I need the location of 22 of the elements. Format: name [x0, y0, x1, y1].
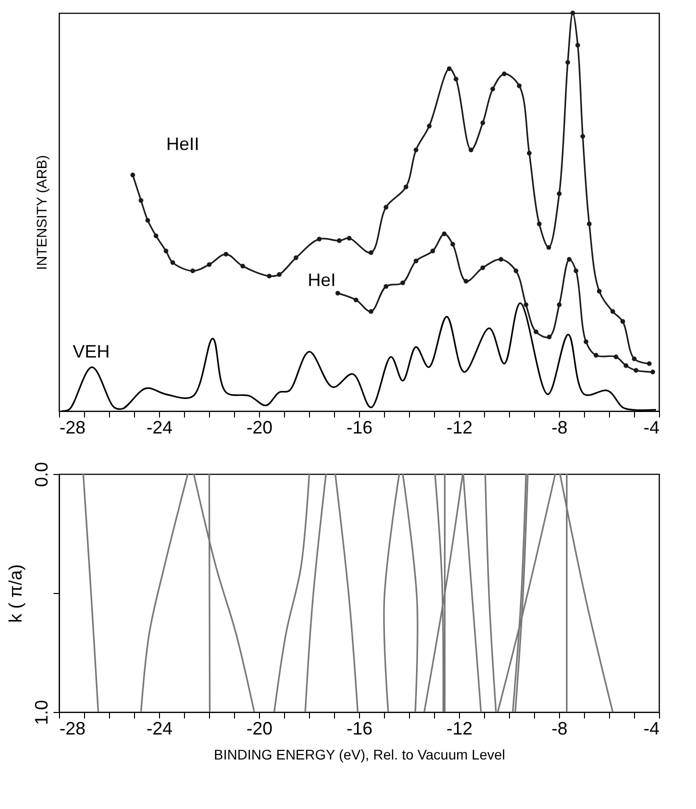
series-label: VEH	[72, 341, 110, 362]
x-tick-label: -4	[643, 718, 660, 738]
y-axis-title: k ( π/a)	[6, 564, 26, 623]
x-tick-label: -12	[446, 718, 473, 738]
x-tick-label: -24	[146, 418, 173, 438]
x-tick-label: -8	[551, 718, 568, 738]
x-tick-label: -12	[446, 418, 473, 438]
y-axis-title: INTENSITY (ARB)	[34, 155, 50, 270]
x-tick-label: -24	[146, 718, 173, 738]
x-tick-label: -20	[246, 418, 273, 438]
x-axis-title: BINDING ENERGY (eV), Rel. to Vacuum Level	[214, 746, 506, 762]
x-tick-label: -28	[60, 718, 86, 738]
x-tick-label: -16	[346, 418, 373, 438]
x-tick-label: -4	[643, 418, 660, 438]
x-tick-label: -16	[346, 718, 373, 738]
x-tick-label: -20	[246, 718, 273, 738]
text: HeII	[166, 134, 200, 154]
y-tick-label: 0.0	[32, 462, 52, 488]
x-tick-label: -8	[551, 418, 568, 438]
series-label: HeI	[308, 270, 336, 290]
y-tick-label: 1.0	[32, 700, 52, 726]
x-tick-label: -28	[60, 418, 86, 438]
